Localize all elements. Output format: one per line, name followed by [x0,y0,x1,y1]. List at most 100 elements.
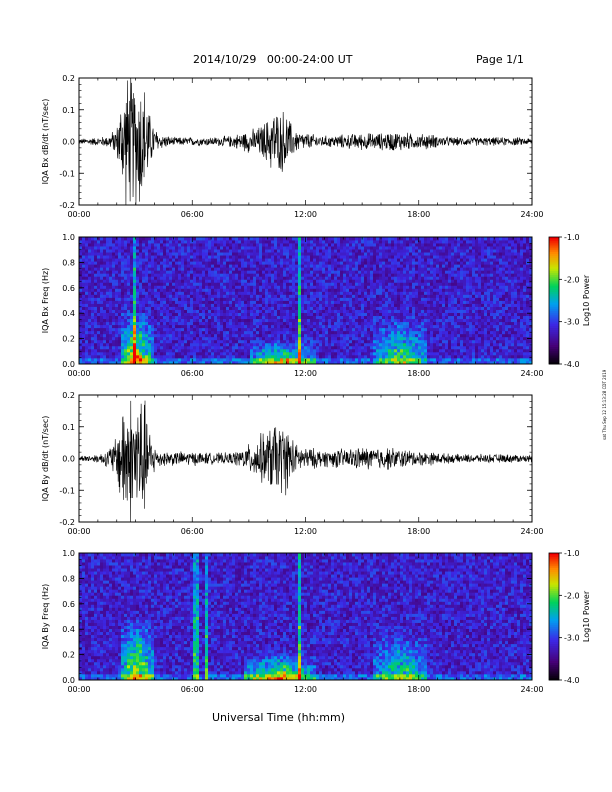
spectrogram-cell [220,279,224,283]
spectrogram-cell [136,312,140,317]
spectrogram-cell [418,342,422,347]
spectrogram-cell [181,237,185,241]
spectrogram-cell [259,246,263,250]
spectrogram-cell [235,285,239,289]
spectrogram-cell [403,330,407,335]
spectrogram-cell [181,303,185,307]
spectrogram-cell [400,252,404,256]
spectrogram-cell [124,303,128,307]
spectrogram-cell [196,258,200,262]
spectrogram-cell [421,300,425,304]
spectrogram-cell [268,318,272,323]
spectrogram-cell [151,357,155,362]
spectrogram-cell [367,330,371,335]
spectrogram-cell [187,279,191,283]
spectrogram-cell [295,327,299,332]
spectrogram-cell [364,264,368,268]
spectrogram-cell [103,354,107,359]
spectrogram-cell [301,357,305,362]
spectrogram-cell [151,315,155,320]
spectrogram-cell [352,351,356,356]
spectrogram-cell [250,261,254,265]
spectrogram-cell [91,339,95,344]
spectrogram-cell [334,312,338,317]
spectrogram-cell [190,282,194,286]
spectrogram-cell [391,345,395,350]
spectrogram-cell [391,282,395,286]
spectrogram-cell [253,282,257,286]
spectrogram-cell [337,267,341,271]
spectrogram-cell [370,294,374,298]
spectrogram-cell [163,291,167,295]
spectrogram-cell [115,312,119,317]
spectrogram-cell [328,306,332,310]
spectrogram-cell [262,306,266,310]
spectrogram-cell [340,321,344,326]
spectrogram-cell [220,333,224,338]
spectrogram-cell [346,354,350,359]
spectrogram-cell [370,297,374,301]
spectrogram-cell [91,336,95,341]
spectrogram-cell [316,279,320,283]
spectrogram-cell [202,264,206,268]
spectrogram-cell [121,249,125,253]
spectrogram-cell [85,345,89,350]
spectrogram-cell [355,237,359,241]
spectrogram-cell [331,360,335,364]
spectrogram-cell [247,246,251,250]
spectrogram-cell [268,354,272,359]
spectrogram-cell [217,255,221,259]
spectrogram-cell [145,270,149,274]
spectrogram-cell [388,252,392,256]
spectrogram-cell [346,300,350,304]
spectrogram-cell [232,264,236,268]
spectrogram-cell [322,258,326,262]
spectrogram-cell [85,327,89,332]
spectrogram-cell [346,288,350,292]
spectrogram-cell [334,342,338,347]
spectrogram-cell [349,333,353,338]
spectrogram-cell [253,288,257,292]
spectrogram-cell [373,342,377,347]
spectrogram-cell [85,249,89,253]
spectrogram-cell [199,267,203,271]
spectrogram-cell [274,339,278,344]
spectrogram-cell [223,276,227,280]
spectrogram-cell [343,333,347,338]
spectrogram-cell [175,270,179,274]
spectrogram-cell [145,276,149,280]
spectrogram-cell [124,357,128,362]
spectrogram-cell [343,360,347,364]
spectrogram-cell [316,330,320,335]
spectrogram-cell [286,339,290,344]
spectrogram-cell [352,321,356,326]
spectrogram-cell [415,342,419,347]
spectrogram-cell [379,321,383,326]
spectrogram-cell [298,276,302,280]
spectrogram-cell [133,240,137,244]
spectrogram-cell [103,276,107,280]
spectrogram-cell [280,309,284,313]
spectrogram-cell [388,360,392,364]
spectrogram-cell [112,318,116,323]
spectrogram-cell [169,324,173,329]
spectrogram-cell [205,342,209,347]
spectrogram-cell [388,258,392,262]
spectrogram-cell [337,240,341,244]
spectrogram-cell [283,345,287,350]
spectrogram-cell [226,354,230,359]
spectrogram-cell [232,258,236,262]
spectrogram-cell [193,357,197,362]
spectrogram-cell [322,309,326,313]
spectrogram-cell [334,237,338,241]
spectrogram-cell [418,324,422,329]
spectrogram-cell [343,276,347,280]
spectrogram-cell [400,336,404,341]
spectrogram-cell [79,249,83,253]
spectrogram-cell [247,258,251,262]
spectrogram-cell [403,261,407,265]
spectrogram-cell [79,333,83,338]
spectrogram-cell [304,285,308,289]
spectrogram-cell [271,282,275,286]
spectrogram-cell [421,288,425,292]
